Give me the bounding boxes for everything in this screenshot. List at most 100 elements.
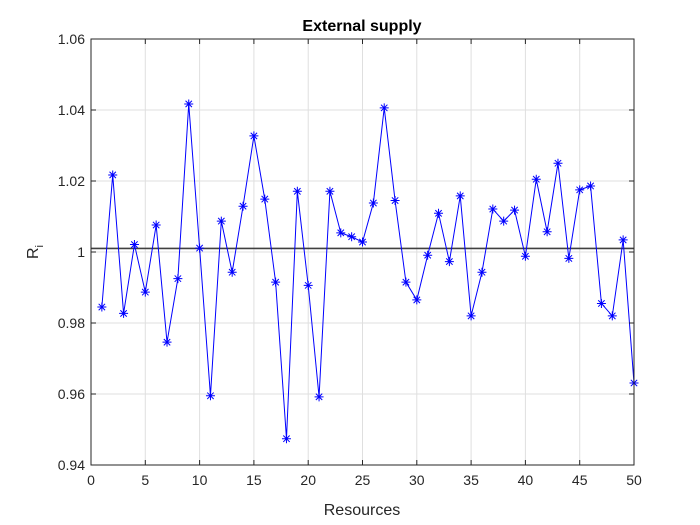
data-point: [455, 191, 465, 201]
data-point: [553, 158, 563, 168]
data-point: [129, 240, 139, 250]
data-point: [303, 280, 313, 290]
data-point: [607, 311, 617, 321]
asterisk-marker: [379, 103, 389, 113]
y-tick-label: 1.06: [58, 31, 85, 47]
series-line: [101, 103, 635, 439]
asterisk-marker: [466, 311, 476, 321]
data-point: [379, 103, 389, 113]
x-tick-label: 5: [141, 472, 149, 488]
x-tick-label: 0: [87, 472, 95, 488]
asterisk-marker: [531, 174, 541, 184]
data-point: [281, 434, 291, 444]
data-point: [195, 243, 205, 253]
data-point: [205, 391, 215, 401]
asterisk-marker: [444, 257, 454, 267]
data-point: [596, 298, 606, 308]
x-tick-label: 30: [409, 472, 425, 488]
asterisk-marker: [271, 277, 281, 287]
asterisk-marker: [195, 243, 205, 253]
data-point: [292, 186, 302, 196]
data-point: [347, 232, 357, 242]
data-point: [510, 205, 520, 215]
y-tick-label: 0.98: [58, 315, 85, 331]
data-point: [586, 181, 596, 191]
x-tick-label: 10: [192, 472, 208, 488]
data-point: [412, 295, 422, 305]
data-point: [140, 287, 150, 297]
x-tick-label: 40: [518, 472, 534, 488]
data-point: [444, 257, 454, 267]
asterisk-marker: [368, 198, 378, 208]
x-tick-label: 45: [572, 472, 588, 488]
asterisk-marker: [586, 181, 596, 191]
asterisk-marker: [292, 186, 302, 196]
asterisk-marker: [303, 280, 313, 290]
asterisk-marker: [488, 204, 498, 214]
y-tick-label: 0.96: [58, 386, 85, 402]
asterisk-marker: [205, 391, 215, 401]
asterisk-marker: [434, 208, 444, 218]
asterisk-marker: [162, 337, 172, 347]
asterisk-marker: [499, 216, 509, 226]
asterisk-marker: [542, 227, 552, 237]
data-point: [488, 204, 498, 214]
data-point: [520, 251, 530, 261]
x-tick-label: 35: [463, 472, 479, 488]
asterisk-marker: [618, 235, 628, 245]
asterisk-marker: [455, 191, 465, 201]
data-point: [575, 185, 585, 195]
asterisk-marker: [140, 287, 150, 297]
asterisk-marker: [281, 434, 291, 444]
data-point: [477, 267, 487, 277]
asterisk-marker: [249, 131, 259, 141]
y-tick-label: 1.04: [58, 102, 85, 118]
x-tick-label: 20: [300, 472, 316, 488]
data-point: [216, 216, 226, 226]
data-point: [542, 227, 552, 237]
asterisk-marker: [520, 251, 530, 261]
asterisk-marker: [358, 237, 367, 247]
asterisk-marker: [423, 250, 433, 260]
y-tick-label: 1: [77, 244, 85, 260]
data-point: [271, 277, 281, 287]
data-point: [390, 196, 400, 206]
data-point: [368, 198, 378, 208]
data-point: [466, 311, 476, 321]
asterisk-marker: [607, 311, 617, 321]
x-ticks: 0 5 10 15 20 25 30 35 40 45 50: [87, 39, 642, 488]
data-point: [162, 337, 172, 347]
asterisk-marker: [129, 240, 139, 250]
data-point: [336, 228, 346, 238]
asterisk-marker: [173, 274, 183, 284]
asterisk-marker: [184, 99, 194, 109]
data-point: [531, 174, 541, 184]
asterisk-marker: [216, 216, 226, 226]
asterisk-marker: [564, 253, 574, 263]
x-tick-label: 50: [626, 472, 642, 488]
data-point: [119, 308, 129, 318]
y-axis-label: Ri: [25, 245, 46, 259]
asterisk-marker: [238, 201, 248, 211]
data-point: [238, 201, 248, 211]
data-point: [151, 220, 161, 230]
y-tick-label: 1.02: [58, 173, 85, 189]
y-axis-label-main: R: [25, 247, 42, 259]
data-point: [423, 250, 433, 260]
asterisk-marker: [260, 194, 270, 204]
asterisk-marker: [347, 232, 357, 242]
asterisk-marker: [119, 308, 129, 318]
chart-title: External supply: [302, 18, 421, 35]
data-point: [499, 216, 509, 226]
data-point: [184, 99, 194, 109]
data-point: [618, 235, 628, 245]
asterisk-marker: [97, 302, 107, 312]
data-point: [108, 170, 118, 180]
data-point: [249, 131, 259, 141]
data-point: [97, 302, 107, 312]
asterisk-marker: [553, 158, 563, 168]
asterisk-marker: [325, 186, 335, 196]
data-point: [401, 277, 411, 287]
asterisk-marker: [336, 228, 346, 238]
asterisk-marker: [227, 267, 237, 277]
